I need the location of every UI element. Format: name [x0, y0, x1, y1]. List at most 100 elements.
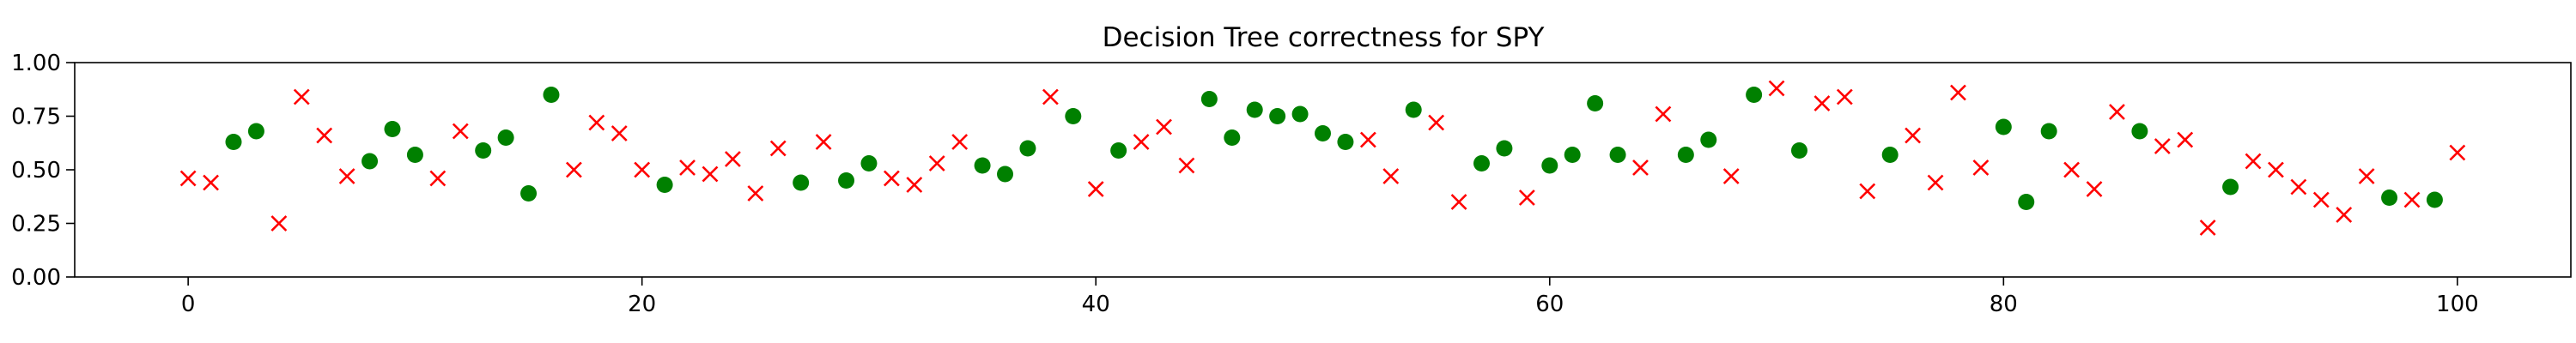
correct-prediction-point [475, 142, 492, 159]
incorrect-prediction-point [1382, 168, 1400, 184]
x-tick-label: 60 [1535, 292, 1564, 317]
correct-prediction-point [2381, 190, 2398, 206]
correct-prediction-point [1065, 108, 1082, 124]
incorrect-prediction-point [883, 170, 900, 187]
y-axis: 0.00 0.25 0.50 0.75 1.00 [11, 51, 75, 291]
incorrect-prediction-point [1950, 84, 1966, 101]
incorrect-prediction-point [270, 215, 288, 232]
incorrect-prediction-point [928, 155, 945, 172]
incorrect-prediction-point [1178, 157, 1195, 174]
y-tick-label: 0.00 [11, 265, 61, 291]
data-points [179, 80, 2466, 236]
correct-prediction-point [860, 155, 878, 172]
incorrect-prediction-point [2290, 178, 2307, 196]
correct-prediction-point [2426, 191, 2443, 208]
correct-prediction-point [1315, 125, 1331, 141]
correct-prediction-point [1881, 147, 1899, 163]
y-tick-label: 0.50 [11, 158, 61, 184]
correct-prediction-point [656, 177, 673, 193]
correct-prediction-point [406, 147, 423, 163]
correct-prediction-point [1995, 118, 2012, 135]
incorrect-prediction-point [1859, 183, 1876, 200]
incorrect-prediction-point [565, 161, 582, 178]
incorrect-prediction-point [724, 151, 741, 167]
incorrect-prediction-point [1972, 159, 1990, 176]
correct-prediction-point [1790, 142, 1807, 159]
incorrect-prediction-point [1087, 181, 1104, 197]
incorrect-prediction-point [815, 134, 832, 150]
incorrect-prediction-point [1722, 168, 1740, 184]
y-tick-label: 0.75 [11, 105, 61, 130]
incorrect-prediction-point [2199, 220, 2216, 236]
correct-prediction-point [1473, 155, 1490, 172]
x-tick-label: 20 [628, 292, 656, 317]
incorrect-prediction-point [951, 134, 969, 150]
correct-prediction-point [793, 174, 810, 191]
incorrect-prediction-point [203, 174, 219, 191]
incorrect-prediction-point [2063, 161, 2081, 178]
plot-area-frame [74, 62, 2572, 278]
correct-prediction-point [1700, 131, 1717, 148]
correct-prediction-point [838, 172, 855, 189]
chart-title: Decision Tree correctness for SPY [1103, 22, 1545, 53]
correct-prediction-point [225, 134, 242, 150]
correct-prediction-point [1405, 101, 1422, 118]
correct-prediction-point [1200, 91, 1218, 107]
correct-prediction-point [1269, 108, 1286, 124]
incorrect-prediction-point [747, 185, 764, 202]
correct-prediction-point [1291, 105, 1309, 123]
x-tick-label: 100 [2436, 292, 2479, 317]
incorrect-prediction-point [2403, 191, 2421, 208]
correct-prediction-point [1677, 147, 1694, 163]
correct-prediction-point [1246, 101, 1263, 118]
correct-prediction-point [384, 121, 401, 137]
correct-prediction-point [2222, 178, 2239, 196]
correct-prediction-point [1110, 142, 1127, 159]
incorrect-prediction-point [679, 159, 696, 176]
incorrect-prediction-point [702, 165, 719, 183]
correct-prediction-point [1564, 147, 1581, 163]
incorrect-prediction-point [2177, 131, 2194, 148]
correct-prediction-point [1224, 129, 1241, 146]
correct-prediction-point [1019, 140, 1036, 157]
incorrect-prediction-point [293, 88, 310, 105]
incorrect-prediction-point [1518, 190, 1535, 206]
incorrect-prediction-point [452, 123, 469, 140]
incorrect-prediction-point [906, 177, 923, 193]
y-tick-label: 0.25 [11, 212, 61, 238]
incorrect-prediction-point [769, 140, 787, 157]
correct-prediction-point [1496, 140, 1513, 157]
correct-prediction-point [1541, 157, 1558, 174]
correct-prediction-point [1587, 95, 1604, 111]
incorrect-prediction-point [1450, 194, 1467, 210]
incorrect-prediction-point [2358, 168, 2375, 184]
correct-prediction-point [2131, 123, 2148, 140]
correct-prediction-point [361, 153, 379, 170]
incorrect-prediction-point [2449, 144, 2466, 161]
incorrect-prediction-point [179, 170, 197, 187]
incorrect-prediction-point [2154, 138, 2171, 154]
incorrect-prediction-point [1133, 134, 1150, 150]
incorrect-prediction-point [2086, 181, 2103, 197]
incorrect-prediction-point [1632, 159, 1649, 176]
incorrect-prediction-point [316, 127, 333, 144]
x-axis: 0 20 40 60 80 100 [181, 277, 2479, 317]
correct-prediction-point [2040, 123, 2057, 140]
incorrect-prediction-point [2336, 207, 2353, 223]
correct-prediction-point [1337, 134, 1354, 150]
incorrect-prediction-point [2245, 153, 2262, 170]
incorrect-prediction-point [1042, 88, 1059, 105]
incorrect-prediction-point [2312, 191, 2330, 208]
x-tick-label: 40 [1082, 292, 1110, 317]
incorrect-prediction-point [2109, 104, 2125, 120]
x-tick-label: 80 [1990, 292, 2018, 317]
incorrect-prediction-point [1428, 114, 1445, 131]
incorrect-prediction-point [1768, 80, 1785, 97]
correct-prediction-point [1609, 147, 1626, 163]
incorrect-prediction-point [2268, 161, 2284, 178]
correct-prediction-point [1746, 87, 1763, 103]
correct-prediction-point [247, 123, 264, 140]
incorrect-prediction-point [1359, 131, 1376, 148]
incorrect-prediction-point [1836, 88, 1853, 105]
